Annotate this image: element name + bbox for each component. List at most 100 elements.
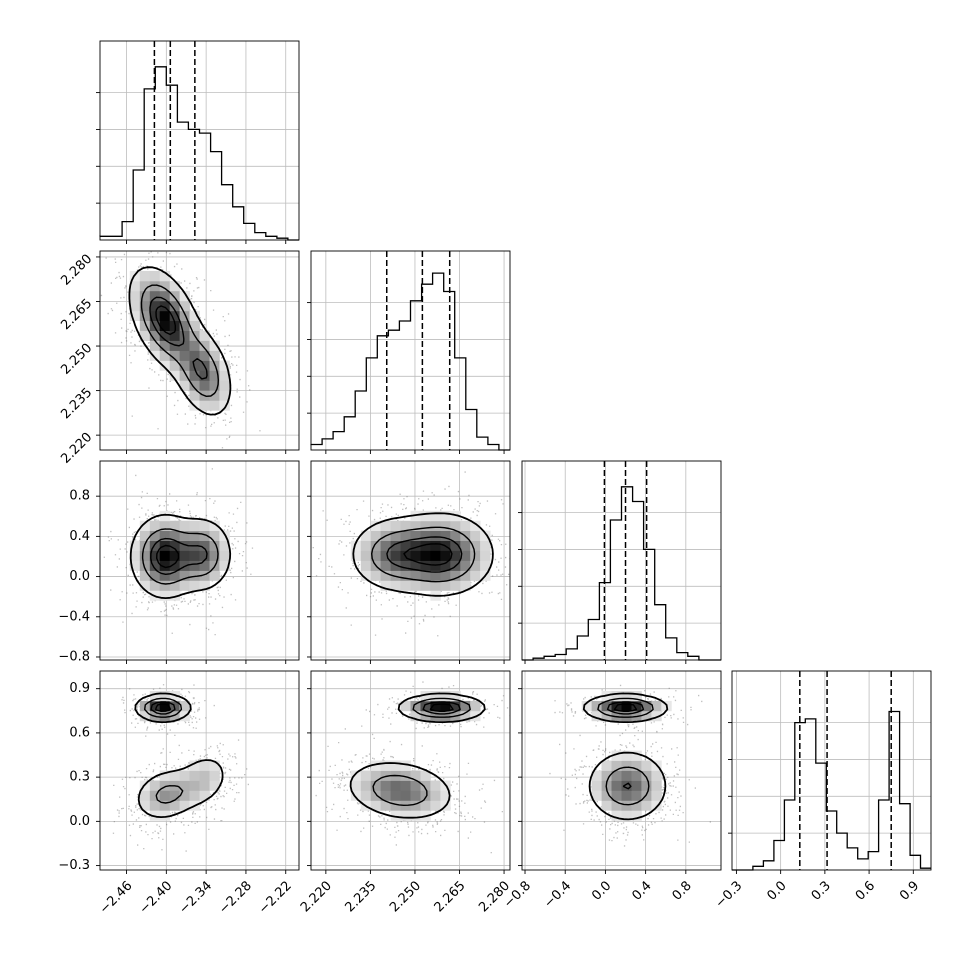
density-cell (410, 770, 421, 781)
density-cell (641, 770, 652, 781)
density-cell (480, 540, 491, 551)
density-cell (470, 540, 481, 551)
density-cell (360, 790, 372, 801)
density-cell (149, 330, 161, 341)
density-cell (189, 790, 200, 801)
pair-content (549, 684, 711, 847)
density-cell (390, 560, 401, 571)
density-cell (139, 790, 151, 801)
density-cell (219, 380, 230, 391)
x-tick-label: 2.220 (298, 878, 335, 915)
density-cell (480, 550, 491, 561)
density-cell (400, 540, 411, 551)
density-cell (621, 690, 632, 702)
density-cell (430, 780, 441, 791)
density-cell (189, 380, 200, 391)
density-cell (641, 800, 652, 811)
density-cell (189, 580, 200, 591)
density-cell (631, 770, 642, 781)
density-cell (400, 770, 411, 781)
histogram-step (310, 272, 510, 451)
y-tick-label: 2.220 (58, 430, 95, 467)
density-cell (189, 360, 200, 371)
density-cell (591, 780, 602, 791)
density-cell (621, 750, 632, 761)
density-cell (169, 310, 181, 321)
pair-panel-0-2 (96, 460, 300, 664)
density-cell (139, 320, 151, 331)
density-cell (199, 530, 210, 541)
panel-frame (310, 250, 511, 451)
density-cell (189, 320, 200, 331)
density-cell (199, 580, 210, 591)
density-cell (621, 800, 632, 811)
density-cell (410, 560, 421, 571)
y-tick-label: 0.0 (69, 814, 90, 829)
density-cell (450, 540, 461, 551)
density-cell (390, 580, 401, 591)
density-cell (460, 710, 471, 722)
density-cell (159, 580, 171, 591)
density-cell (159, 270, 171, 282)
x-tick-label: 0.3 (809, 878, 834, 903)
density-cell (159, 700, 171, 712)
density-cell (169, 690, 181, 702)
density-cell (430, 700, 441, 712)
density-cell (591, 770, 602, 781)
density-cell (390, 760, 401, 771)
density-cell (651, 770, 662, 781)
density-cell (219, 550, 230, 561)
y-tick-label: 0.6 (69, 725, 90, 740)
density-cell (149, 310, 161, 321)
density-cell (149, 520, 161, 531)
density-cell (149, 810, 161, 821)
density-cell (199, 780, 210, 791)
density-cell (199, 570, 210, 581)
density-cell (149, 790, 161, 801)
density-cell (360, 540, 372, 551)
density-cell (159, 520, 171, 531)
contour-line-2 (606, 701, 645, 790)
density-cell (139, 560, 151, 571)
density-cell (159, 320, 171, 331)
density-cell (380, 780, 391, 791)
density-cell (370, 520, 381, 531)
pair-panel-0-3 (96, 670, 300, 874)
density-cell (149, 300, 161, 312)
density-cell (470, 570, 481, 581)
density-cell (159, 530, 171, 541)
density-cell (149, 800, 161, 811)
density-cell (450, 580, 461, 591)
density-cell (390, 810, 401, 821)
density-cell (470, 700, 481, 712)
density-cell (189, 560, 200, 571)
density-cell (420, 580, 431, 591)
density-cell (199, 340, 210, 351)
x-tick-label: 0.4 (629, 878, 654, 903)
density-cell (410, 780, 421, 791)
density-cell (641, 700, 652, 712)
density-cell (420, 700, 431, 712)
density-cell (390, 550, 401, 561)
density-cell (139, 280, 151, 292)
density-cell (179, 520, 190, 531)
pair-content (315, 681, 510, 854)
density-cell (430, 570, 441, 581)
density-cell (209, 550, 220, 561)
density-cell (209, 400, 220, 411)
density-cell (199, 520, 210, 531)
density-cell (370, 760, 381, 771)
y-tick-label: 0.3 (69, 770, 90, 785)
density-cell (470, 560, 481, 571)
panel-frame (310, 670, 511, 871)
density-cell (360, 530, 372, 541)
density-cell (149, 270, 161, 282)
density-cell (380, 550, 391, 561)
density-cell (410, 810, 421, 821)
density-cell (179, 340, 190, 351)
contour-line-2 (150, 537, 208, 575)
density-cell (400, 790, 411, 801)
density-cell (139, 520, 151, 531)
density-cell (631, 700, 642, 712)
density-cell (390, 800, 401, 811)
